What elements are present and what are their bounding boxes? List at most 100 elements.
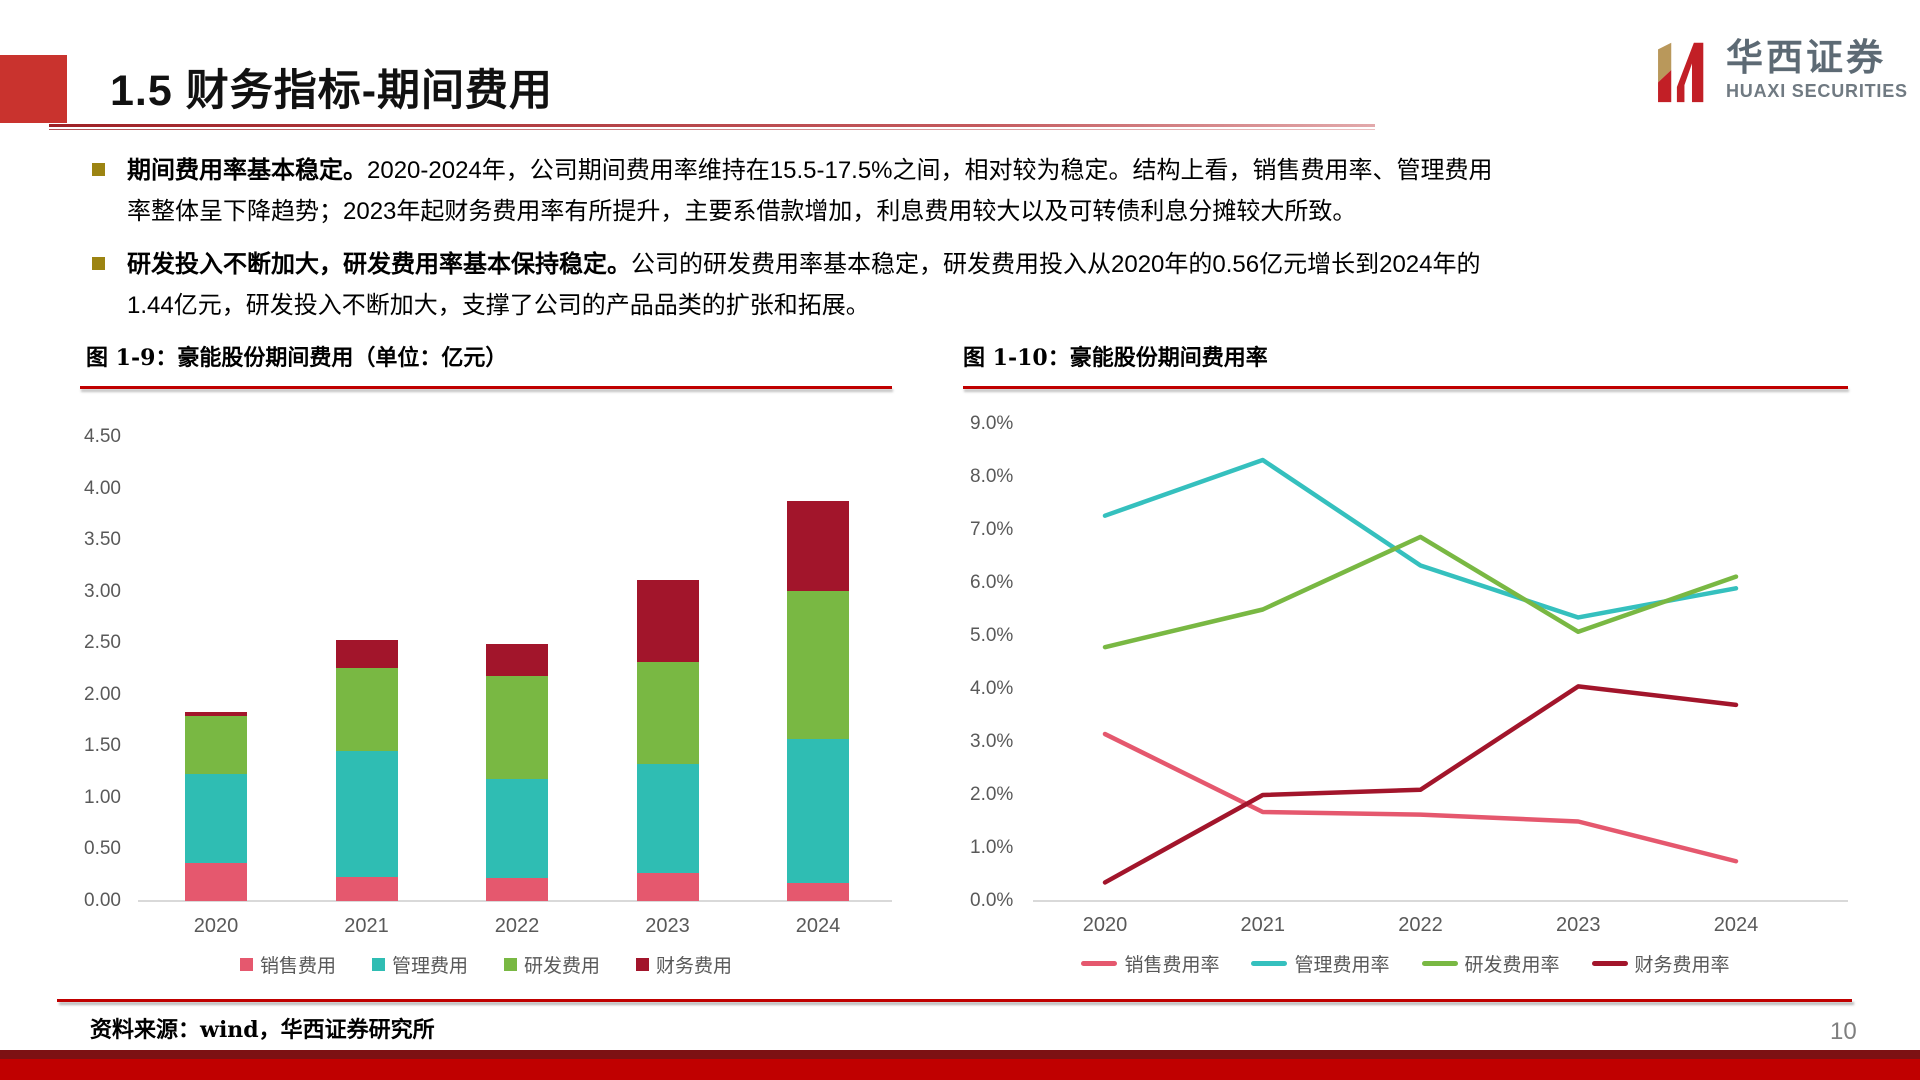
legend-item-管理费用: 管理费用	[371, 951, 468, 978]
y-tick-label: 4.0%	[970, 678, 1014, 699]
right-chart-title: 图 1-10：豪能股份期间费用率	[963, 345, 1268, 371]
x-tick-label: 2021	[1240, 914, 1286, 936]
legend-label: 研发费用	[524, 956, 601, 977]
bullet-square-icon	[92, 163, 105, 176]
bar-chart-period-expenses: 销售费用 管理费用 研发费用 财务费用 0.00 0.50 1.00 1.50 2.00 2.5…	[80, 426, 892, 997]
legend-item-研发费用率: 研发费用率	[1421, 950, 1560, 977]
bar-segment-销售费用	[185, 862, 247, 901]
legend-swatch-icon	[636, 958, 650, 971]
legend-swatch-icon	[371, 958, 385, 971]
bar-segment-管理费用	[486, 779, 548, 879]
footer-rule	[57, 999, 1852, 1002]
huaxi-logo: 华西证券 HUAXI SECURITIES	[1655, 38, 1908, 104]
y-tick-label: 1.50	[84, 735, 121, 757]
x-axis-line	[138, 900, 892, 902]
bullet-text: 期间费用率基本稳定。2020-2024年，公司期间费用率维持在15.5-17.5…	[127, 150, 1512, 232]
x-tick-label: 2020	[193, 915, 239, 937]
bullet-item: 研发投入不断加大，研发费用率基本保持稳定。公司的研发费用率基本稳定，研发费用投入…	[92, 244, 1512, 326]
line-chart-expense-ratios: 销售费用率 管理费用率 研发费用率 财务费用率 0.0% 1.0% 2.0% 3.0% 4.0…	[963, 413, 1848, 984]
legend-item-管理费用率: 管理费用率	[1251, 950, 1390, 977]
legend-label: 财务费用	[656, 956, 733, 977]
y-tick-label: 1.00	[84, 786, 121, 808]
bar-segment-财务费用	[335, 640, 398, 668]
legend-line-swatch-icon	[1251, 961, 1288, 966]
y-tick-label: 4.00	[84, 477, 121, 499]
bar-segment-财务费用	[636, 580, 699, 662]
y-tick-label: 2.50	[84, 632, 121, 654]
x-tick-label: 2024	[1713, 914, 1759, 936]
y-tick-label: 5.0%	[970, 625, 1014, 646]
legend-item-销售费用: 销售费用	[239, 951, 336, 978]
legend-item-财务费用: 财务费用	[636, 951, 732, 978]
x-tick-label: 2020	[1082, 914, 1128, 936]
line-chart-legend: 销售费用率 管理费用率 研发费用率 财务费用率	[963, 950, 1848, 977]
y-tick-label: 1.0%	[970, 837, 1014, 858]
footer-band-red	[0, 1059, 1920, 1080]
bar-segment-研发费用	[486, 676, 548, 780]
bar-segment-销售费用	[636, 873, 699, 901]
line-series-研发费用率	[1102, 534, 1739, 650]
bar-segment-财务费用	[185, 712, 247, 717]
bar-segment-研发费用	[335, 667, 398, 752]
x-tick-label: 2022	[1398, 914, 1443, 936]
y-tick-label: 3.00	[84, 580, 121, 602]
bar-segment-研发费用	[185, 716, 247, 775]
x-tick-label: 2023	[1556, 914, 1601, 936]
header-accent-square	[0, 55, 67, 123]
left-chart-title: 图 1-9：豪能股份期间费用（单位：亿元）	[86, 345, 508, 371]
bullet-lead: 期间费用率基本稳定。	[127, 157, 367, 184]
y-tick-label: 3.50	[84, 529, 121, 551]
bar-segment-财务费用	[486, 644, 548, 677]
logo-cn: 华西证券	[1726, 37, 1886, 78]
y-tick-label: 9.0%	[970, 413, 1014, 434]
legend-line-swatch-icon	[1421, 961, 1458, 966]
bar-segment-研发费用	[636, 661, 699, 764]
title-underline	[49, 124, 1375, 127]
bullet-body: 2020-2024年，公司期间费用率维持在15.5-17.5%之间，相对较为稳定…	[127, 157, 1493, 225]
bar-segment-销售费用	[335, 877, 398, 901]
y-tick-label: 0.00	[84, 890, 121, 911]
legend-line-swatch-icon	[1081, 961, 1118, 966]
y-tick-label: 6.0%	[970, 572, 1014, 593]
legend-label: 管理费用率	[1294, 955, 1390, 976]
y-tick-label: 3.0%	[970, 731, 1014, 752]
bullet-item: 期间费用率基本稳定。2020-2024年，公司期间费用率维持在15.5-17.5…	[92, 150, 1512, 232]
legend-label: 销售费用率	[1124, 955, 1220, 976]
line-series-管理费用率	[1102, 457, 1739, 620]
y-tick-label: 2.0%	[970, 784, 1014, 805]
legend-item-研发费用: 研发费用	[504, 951, 600, 978]
bullet-lead: 研发投入不断加大，研发费用率基本保持稳定。	[127, 251, 631, 278]
x-tick-label: 2023	[645, 915, 690, 937]
y-tick-label: 0.50	[84, 838, 121, 860]
y-tick-label: 0.0%	[970, 890, 1014, 911]
line-chart-canvas	[1102, 457, 1739, 885]
page-title: 1.5 财务指标-期间费用	[110, 67, 554, 115]
bullet-list: 期间费用率基本稳定。2020-2024年，公司期间费用率维持在15.5-17.5…	[92, 150, 1512, 338]
bar-segment-管理费用	[335, 751, 398, 878]
x-tick-label: 2021	[344, 915, 389, 937]
legend-swatch-icon	[504, 958, 517, 971]
legend-label: 管理费用	[391, 956, 468, 977]
footer-band-dark	[0, 1050, 1920, 1059]
x-tick-label: 2022	[494, 915, 540, 937]
right-chart-rule	[963, 386, 1848, 389]
legend-label: 财务费用率	[1634, 955, 1730, 976]
huaxi-logo-icon	[1658, 42, 1704, 103]
bar-segment-管理费用	[636, 763, 699, 874]
bar-segment-销售费用	[486, 878, 548, 901]
line-series-销售费用率	[1102, 731, 1739, 864]
bullet-body: 公司的研发费用率基本稳定，研发费用投入从2020年的0.56亿元增长到2024年…	[127, 251, 1481, 319]
title-underline-thin	[49, 129, 1375, 130]
legend-item-财务费用率: 财务费用率	[1591, 950, 1730, 977]
page-number: 10	[1830, 1018, 1857, 1045]
legend-label: 销售费用	[259, 956, 336, 977]
legend-swatch-icon	[239, 958, 253, 971]
bullet-text: 研发投入不断加大，研发费用率基本保持稳定。公司的研发费用率基本稳定，研发费用投入…	[127, 244, 1512, 326]
bar-segment-管理费用	[185, 774, 247, 863]
bar-segment-研发费用	[787, 590, 849, 740]
huaxi-logo-text: 华西证券 HUAXI SECURITIES	[1726, 38, 1908, 102]
bar-chart-legend: 销售费用 管理费用 研发费用 财务费用	[80, 951, 892, 978]
bar-segment-管理费用	[787, 739, 849, 884]
x-tick-label: 2024	[795, 915, 841, 937]
bar-segment-销售费用	[787, 883, 849, 901]
